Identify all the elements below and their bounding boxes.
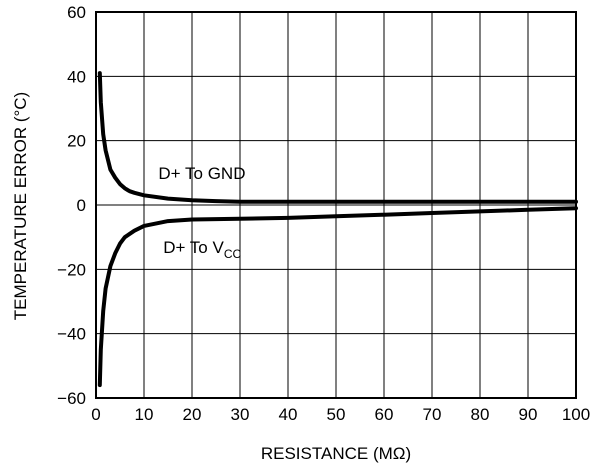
annotation-d-to-vcc-subscript: CC [224, 247, 242, 261]
y-tick-labels: 60 40 20 0 −20 −40 −60 [57, 3, 86, 408]
y-tick-label: −20 [57, 260, 86, 279]
x-tick-label: 80 [471, 405, 490, 424]
annotation-d-to-vcc-main: D+ To V [163, 238, 224, 257]
series-d-to-gnd-line [97, 71, 578, 204]
x-axis-title: RESISTANCE (MΩ) [261, 444, 411, 463]
x-tick-label: 90 [519, 405, 538, 424]
x-tick-label: 10 [135, 405, 154, 424]
series-d-to-vcc-line [97, 206, 578, 388]
x-tick-label: 50 [327, 405, 346, 424]
x-tick-label: 0 [91, 405, 100, 424]
y-tick-label: 40 [67, 67, 86, 86]
y-tick-label: 60 [67, 3, 86, 22]
curves [97, 71, 578, 388]
y-tick-label: −60 [57, 389, 86, 408]
x-tick-label: 60 [375, 405, 394, 424]
annotation-d-to-vcc: D+ To VCC [163, 238, 241, 261]
x-tick-label: 100 [562, 405, 590, 424]
plot-frame [95, 11, 577, 399]
x-tick-labels: 0 10 20 30 40 50 60 70 80 90 100 [91, 405, 590, 424]
y-tick-label: −40 [57, 325, 86, 344]
y-tick-label: 0 [77, 196, 86, 215]
grid [95, 11, 577, 399]
x-tick-label: 70 [423, 405, 442, 424]
x-tick-label: 20 [183, 405, 202, 424]
y-tick-label: 20 [67, 132, 86, 151]
annotation-d-to-gnd: D+ To GND [158, 164, 245, 183]
x-tick-label: 40 [279, 405, 298, 424]
y-axis-title: TEMPERATURE ERROR (°C) [11, 92, 30, 320]
x-tick-label: 30 [231, 405, 250, 424]
